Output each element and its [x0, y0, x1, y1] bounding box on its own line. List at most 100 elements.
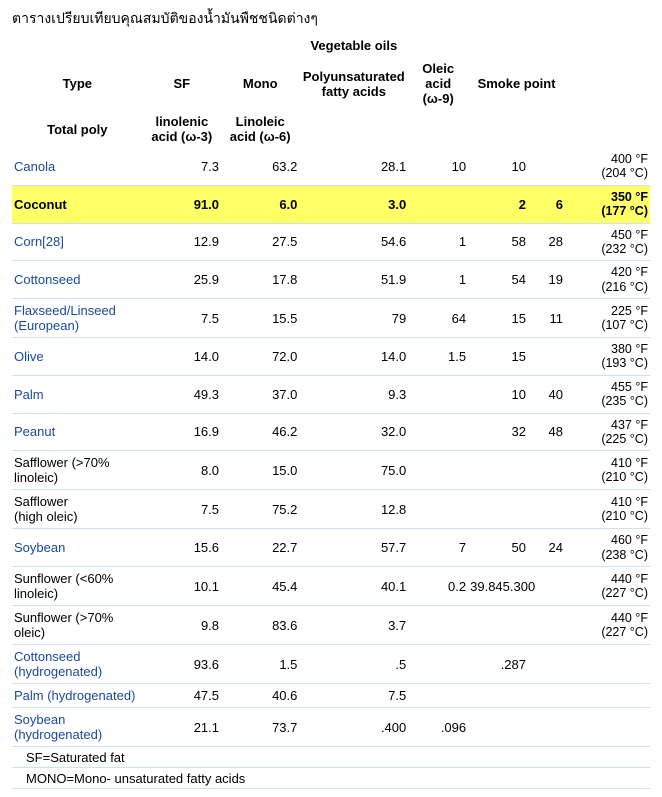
hdr-linolenic: linolenic acid (ω-3) — [143, 110, 221, 148]
cell-mono: 83.6 — [221, 606, 299, 645]
cell-extra: 19 — [528, 261, 565, 299]
hdr-sf: SF — [143, 57, 221, 110]
oil-type: Canola — [12, 148, 143, 185]
oil-type: Cottonseed (hydrogenated) — [12, 645, 143, 684]
table-row: Cottonseed25.917.851.915419420 °F(216 °C… — [12, 261, 650, 299]
hdr-oleic: Oleic acid (ω-9) — [408, 57, 468, 110]
cell-oleic — [408, 413, 468, 451]
cell-oleic — [408, 684, 468, 708]
cell-oleic: 0.2 — [408, 567, 468, 606]
cell-poly: 14.0 — [299, 338, 408, 376]
oil-type: Coconut — [12, 185, 143, 223]
cell-mono: 72.0 — [221, 338, 299, 376]
cell-extra — [528, 451, 565, 490]
cell-poly: 12.8 — [299, 490, 408, 529]
cell-extra: 6 — [528, 185, 565, 223]
cell-extra: 11 — [528, 299, 565, 338]
cell-temp: 350 °F(177 °C) — [565, 185, 650, 223]
table-row: Sunflower (>70% oleic)9.883.63.7440 °F(2… — [12, 606, 650, 645]
cell-temp: 410 °F(210 °C) — [565, 490, 650, 529]
cell-smoke — [468, 708, 528, 747]
cell-extra: 24 — [528, 529, 565, 567]
hdr-poly: Polyunsaturated fatty acids — [299, 57, 408, 110]
cell-smoke: 2 — [468, 185, 528, 223]
oil-type: Flaxseed/Linseed (European) — [12, 299, 143, 338]
cell-poly: 9.3 — [299, 375, 408, 413]
cell-extra — [528, 338, 565, 376]
cell-oleic: 64 — [408, 299, 468, 338]
cell-mono: 15.0 — [221, 451, 299, 490]
cell-smoke — [468, 451, 528, 490]
cell-poly: 32.0 — [299, 413, 408, 451]
cell-temp: 225 °F(107 °C) — [565, 299, 650, 338]
cell-oleic: 10 — [408, 148, 468, 185]
cell-mono: 40.6 — [221, 684, 299, 708]
oil-type: Safflower(high oleic) — [12, 490, 143, 529]
cell-oleic — [408, 185, 468, 223]
cell-temp: 437 °F(225 °C) — [565, 413, 650, 451]
cell-sf: 49.3 — [143, 375, 221, 413]
cell-extra — [528, 490, 565, 529]
footnote: MONO=Mono- unsaturated fatty acids — [12, 768, 650, 789]
footnote: SF=Saturated fat — [12, 747, 650, 768]
cell-extra — [528, 708, 565, 747]
cell-smoke: .287 — [468, 645, 528, 684]
cell-poly: 75.0 — [299, 451, 408, 490]
hdr-total-poly: Total poly — [12, 110, 143, 148]
oil-type: Sunflower (>70% oleic) — [12, 606, 143, 645]
cell-extra: 40 — [528, 375, 565, 413]
cell-extra — [528, 645, 565, 684]
super-header: Vegetable oils — [299, 34, 408, 57]
cell-smoke: 54 — [468, 261, 528, 299]
cell-sf: 10.1 — [143, 567, 221, 606]
cell-temp — [565, 708, 650, 747]
cell-temp: 380 °F(193 °C) — [565, 338, 650, 376]
oil-type: Sunflower (<60% linoleic) — [12, 567, 143, 606]
cell-sf: 47.5 — [143, 684, 221, 708]
cell-smoke: 32 — [468, 413, 528, 451]
cell-smoke: 15 — [468, 338, 528, 376]
cell-mono: 1.5 — [221, 645, 299, 684]
cell-extra — [528, 606, 565, 645]
cell-smoke: 50 — [468, 529, 528, 567]
cell-poly: 40.1 — [299, 567, 408, 606]
oil-type: Olive — [12, 338, 143, 376]
cell-mono: 6.0 — [221, 185, 299, 223]
cell-oleic: 7 — [408, 529, 468, 567]
oils-table: Vegetable oils Type SF Mono Polyunsatura… — [12, 34, 650, 789]
oil-type: Corn[28] — [12, 223, 143, 261]
cell-extra: 28 — [528, 223, 565, 261]
cell-smoke: 10 — [468, 148, 528, 185]
cell-oleic: .096 — [408, 708, 468, 747]
table-title: ตารางเปรียบเทียบคุณสมบัติของน้ำมันพืชชนิ… — [12, 8, 650, 30]
oil-type: Palm (hydrogenated) — [12, 684, 143, 708]
cell-smoke — [468, 490, 528, 529]
cell-oleic — [408, 606, 468, 645]
oil-type: Safflower (>70% linoleic) — [12, 451, 143, 490]
cell-sf: 7.5 — [143, 490, 221, 529]
cell-sf: 14.0 — [143, 338, 221, 376]
cell-temp: 455 °F(235 °C) — [565, 375, 650, 413]
cell-sf: 7.3 — [143, 148, 221, 185]
oil-type: Palm — [12, 375, 143, 413]
cell-extra — [528, 684, 565, 708]
cell-mono: 45.4 — [221, 567, 299, 606]
cell-extra: 48 — [528, 413, 565, 451]
cell-poly: 3.0 — [299, 185, 408, 223]
table-row: Palm (hydrogenated)47.540.67.5 — [12, 684, 650, 708]
oil-type: Soybean (hydrogenated) — [12, 708, 143, 747]
cell-mono: 63.2 — [221, 148, 299, 185]
cell-mono: 22.7 — [221, 529, 299, 567]
table-row: Palm49.337.09.31040455 °F(235 °C) — [12, 375, 650, 413]
cell-poly: 57.7 — [299, 529, 408, 567]
cell-extra — [528, 148, 565, 185]
cell-sf: 9.8 — [143, 606, 221, 645]
cell-poly: 51.9 — [299, 261, 408, 299]
cell-oleic — [408, 375, 468, 413]
cell-oleic: 1 — [408, 223, 468, 261]
table-row: Soybean (hydrogenated)21.173.7.400.096 — [12, 708, 650, 747]
cell-oleic — [408, 645, 468, 684]
hdr-smoke: Smoke point — [468, 57, 565, 110]
cell-temp — [565, 684, 650, 708]
cell-sf: 12.9 — [143, 223, 221, 261]
